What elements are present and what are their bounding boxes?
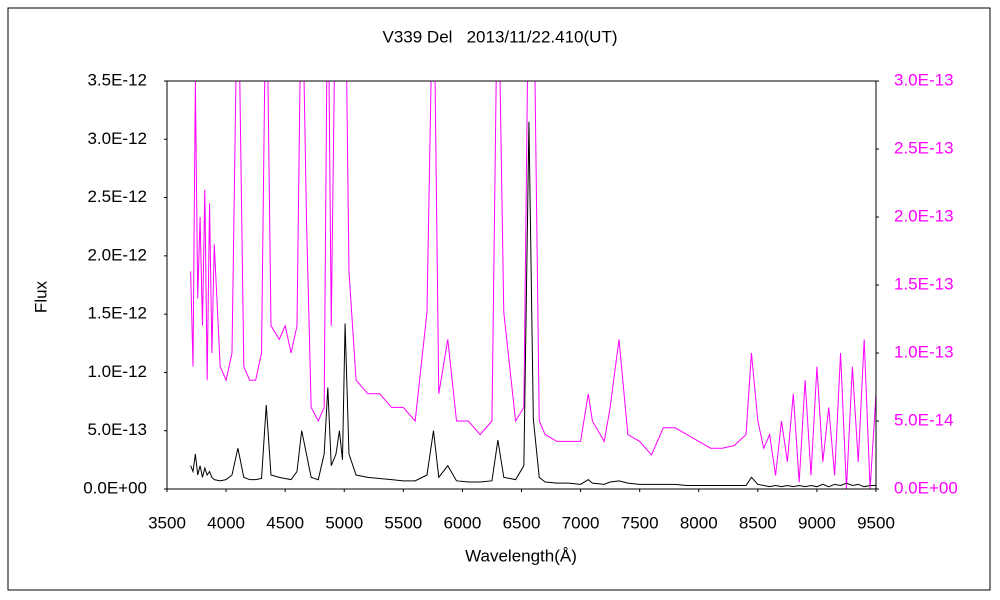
- y-tick-label: 3.5E-12: [87, 70, 147, 89]
- spectrum-line: [190, 81, 876, 489]
- x-tick-label: 7000: [562, 513, 600, 532]
- x-tick-label: 7500: [621, 513, 659, 532]
- y-tick-label: 0.0E+00: [83, 478, 147, 497]
- x-tick-label: 9500: [857, 513, 895, 532]
- x-tick-label: 4500: [266, 513, 304, 532]
- y-axis-label: Flux: [31, 280, 50, 313]
- x-tick-label: 6000: [444, 513, 482, 532]
- y-tick-label: 3.0E-12: [87, 129, 147, 148]
- y2-tick-label: 2.5E-13: [894, 138, 954, 157]
- y2-tick-label: 1.5E-13: [894, 274, 954, 293]
- y-tick-label: 2.5E-12: [87, 187, 147, 206]
- x-tick-label: 6500: [503, 513, 541, 532]
- y2-tick-label: 2.0E-13: [894, 206, 954, 225]
- y2-tick-label: 3.0E-13: [894, 70, 954, 89]
- spectrum-line: [190, 121, 876, 488]
- y-tick-label: 5.0E-13: [87, 420, 147, 439]
- x-tick-label: 5000: [325, 513, 363, 532]
- y-tick-label: 1.0E-12: [87, 362, 147, 381]
- x-tick-label: 8000: [680, 513, 718, 532]
- y2-tick-label: 5.0E-14: [894, 410, 954, 429]
- y2-tick-label: 1.0E-13: [894, 342, 954, 361]
- chart-frame: [7, 7, 991, 591]
- x-tick-label: 5500: [384, 513, 422, 532]
- x-tick-label: 4000: [207, 513, 245, 532]
- x-axis-label: Wavelength(Å): [465, 546, 577, 565]
- x-tick-label: 3500: [148, 513, 186, 532]
- x-tick-label: 8500: [739, 513, 777, 532]
- chart-title: V339 Del 2013/11/22.410(UT): [383, 27, 618, 46]
- plot-lines: [190, 81, 876, 489]
- y-tick-label: 1.5E-12: [87, 304, 147, 323]
- y2-tick-label: 0.0E+00: [894, 478, 958, 497]
- x-tick-label: 9000: [798, 513, 836, 532]
- y-tick-label: 2.0E-12: [87, 245, 147, 264]
